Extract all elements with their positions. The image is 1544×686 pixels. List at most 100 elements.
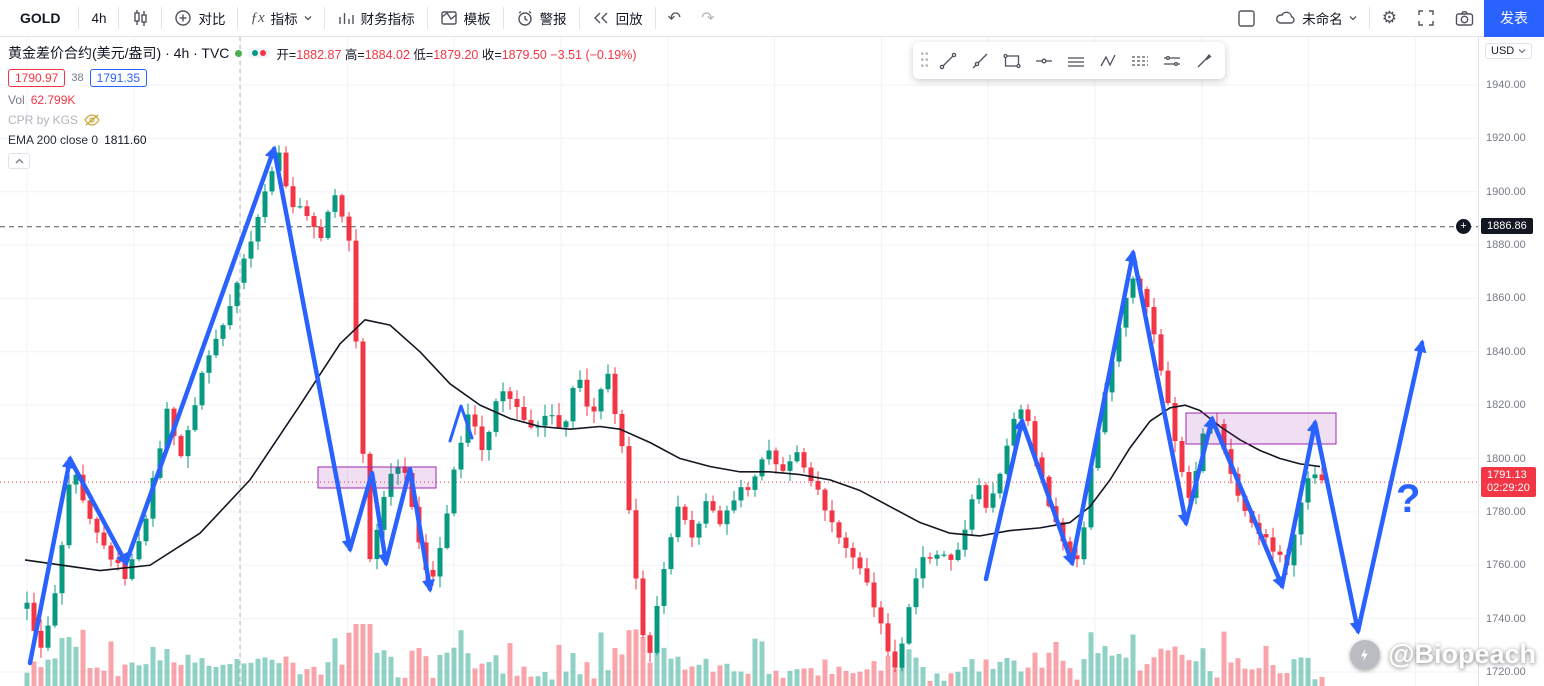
- drawings-layer[interactable]: [27, 145, 1427, 666]
- trend-arrow[interactable]: [383, 466, 435, 593]
- price-axis-label: 1720.00: [1486, 665, 1526, 678]
- volume-label: Vol: [8, 93, 25, 107]
- price-axis-label: 1820.00: [1486, 399, 1526, 412]
- price-axis-label: 1860.00: [1486, 292, 1526, 305]
- current-price-value: 1791.13: [1487, 469, 1527, 482]
- last-price-badge: 1886.86: [1481, 217, 1533, 234]
- symbol-button[interactable]: GOLD: [20, 10, 61, 26]
- divider: [654, 7, 656, 29]
- compare-label: 对比: [198, 12, 226, 27]
- compare-button[interactable]: 对比: [164, 4, 235, 32]
- fib-retracement-tool[interactable]: [1125, 46, 1155, 76]
- price-axis-label: 1900.00: [1486, 185, 1526, 198]
- layout-select-button[interactable]: [1227, 4, 1266, 32]
- trend-arrow[interactable]: [1130, 250, 1191, 527]
- market-open-icon: [235, 49, 243, 57]
- ema-indicator-label[interactable]: EMA 200 close 0: [8, 133, 99, 147]
- templates-label: 模板: [463, 12, 491, 27]
- rewind-icon: [592, 9, 610, 27]
- indicators-label: 指标: [270, 12, 298, 27]
- chevron-down-icon: [1349, 14, 1357, 22]
- replay-button[interactable]: 回放: [582, 4, 653, 32]
- trend-arrow[interactable]: [1209, 416, 1285, 590]
- price-axis-label: 1780.00: [1486, 505, 1526, 518]
- symbol-title[interactable]: 黄金差价合约(美元/盎司) · 4h · TVC: [8, 45, 230, 61]
- price-axis-label: 1760.00: [1486, 559, 1526, 572]
- template-icon: [440, 9, 458, 27]
- bid-price: 1790.97: [8, 69, 66, 87]
- parallel-channel-tool[interactable]: [1061, 46, 1091, 76]
- settings-button[interactable]: ⚙: [1372, 4, 1407, 32]
- rectangle-tool[interactable]: [997, 46, 1027, 76]
- alarm-clock-icon: [516, 9, 534, 27]
- chart-style-button[interactable]: [121, 4, 159, 32]
- pitchfork-tool[interactable]: [1093, 46, 1123, 76]
- question-mark-annotation[interactable]: ?: [1396, 477, 1421, 521]
- alerts-button[interactable]: 警报: [506, 4, 577, 32]
- candlestick-icon: [131, 9, 149, 27]
- legend: 黄金差价合约(美元/盎司) · 4h · TVC 开=1882.87 高=188…: [8, 43, 637, 175]
- divider: [161, 7, 163, 29]
- ema-line: [24, 318, 1321, 572]
- trend-arrow[interactable]: [271, 146, 355, 553]
- divider: [578, 7, 580, 29]
- divider: [323, 7, 325, 29]
- eyedropper-tool[interactable]: [1189, 46, 1219, 76]
- replay-label: 回放: [615, 12, 643, 27]
- trend-arrow[interactable]: [983, 417, 1027, 582]
- trend-arrow[interactable]: [347, 470, 392, 567]
- indicators-button[interactable]: ƒx 指标: [240, 4, 321, 32]
- lightning-logo-icon: [1350, 639, 1381, 670]
- currency-selector[interactable]: USD: [1485, 43, 1533, 59]
- trend-arrow[interactable]: [1355, 339, 1427, 634]
- chart-pane: 黄金差价合约(美元/盎司) · 4h · TVC 开=1882.87 高=188…: [0, 37, 1544, 686]
- trend-arrow[interactable]: [1183, 415, 1217, 526]
- trend-arrow[interactable]: [123, 145, 278, 566]
- trend-arrow[interactable]: [1279, 419, 1320, 589]
- add-alert-button[interactable]: +: [1456, 218, 1471, 234]
- trend-line-tool[interactable]: [933, 46, 963, 76]
- currency-label: USD: [1491, 45, 1515, 57]
- fundamentals-label: 财务指标: [360, 12, 415, 27]
- fullscreen-button[interactable]: [1407, 4, 1445, 32]
- horizontal-line-tool[interactable]: [1029, 46, 1059, 76]
- price-chart[interactable]: [0, 37, 1478, 686]
- undo-button[interactable]: ↶: [667, 10, 682, 27]
- trend-arrow[interactable]: [1312, 420, 1363, 635]
- cloud-icon: [1276, 10, 1296, 26]
- gann-fan-tool[interactable]: [1157, 46, 1187, 76]
- trend-arrow[interactable]: [27, 455, 75, 666]
- drag-handle[interactable]: •• •• ••: [920, 48, 930, 72]
- publish-button[interactable]: 发表: [1484, 0, 1544, 37]
- trend-arrow[interactable]: [1019, 418, 1076, 567]
- current-price-badge: 1791.13 02:29:20: [1481, 467, 1536, 498]
- divider: [237, 7, 239, 29]
- divider: [1368, 7, 1370, 29]
- fundamentals-button[interactable]: 财务指标: [327, 4, 425, 32]
- interval-button[interactable]: 4h: [91, 10, 107, 26]
- ray-tool[interactable]: [965, 46, 995, 76]
- divider: [78, 7, 80, 29]
- toolbar-right-group: 未命名 ⚙ 发表: [1227, 0, 1544, 37]
- volume-layer: [24, 624, 1325, 686]
- eye-off-icon[interactable]: [84, 114, 100, 126]
- alerts-label: 警报: [539, 12, 567, 27]
- trend-arrow[interactable]: [1069, 249, 1138, 566]
- ohlc-readout: 开=1882.87 高=1884.02 低=1879.20 收=1879.50 …: [276, 47, 637, 62]
- cpr-indicator-label[interactable]: CPR by KGS: [8, 113, 79, 127]
- redo-button[interactable]: ↷: [701, 10, 715, 27]
- legend-collapse-button[interactable]: [8, 153, 30, 169]
- divider: [426, 7, 428, 29]
- divider: [502, 7, 504, 29]
- watermark: @Biopeach: [1350, 639, 1536, 670]
- trend-arrow[interactable]: [67, 456, 129, 567]
- drawing-toolbar: •• •• ••: [913, 42, 1225, 79]
- price-axis[interactable]: USD 1940.00 1920.00 1900.00 1880.00 1860.00 1…: [1478, 37, 1544, 686]
- bar-chart-icon: [337, 9, 355, 27]
- save-layout-button[interactable]: 未命名: [1266, 4, 1367, 32]
- trend-arrow[interactable]: [448, 404, 474, 443]
- snapshot-button[interactable]: [1445, 4, 1484, 32]
- templates-button[interactable]: 模板: [430, 4, 501, 32]
- data-quality-icon: [248, 48, 271, 58]
- price-axis-label: 1940.00: [1486, 79, 1526, 91]
